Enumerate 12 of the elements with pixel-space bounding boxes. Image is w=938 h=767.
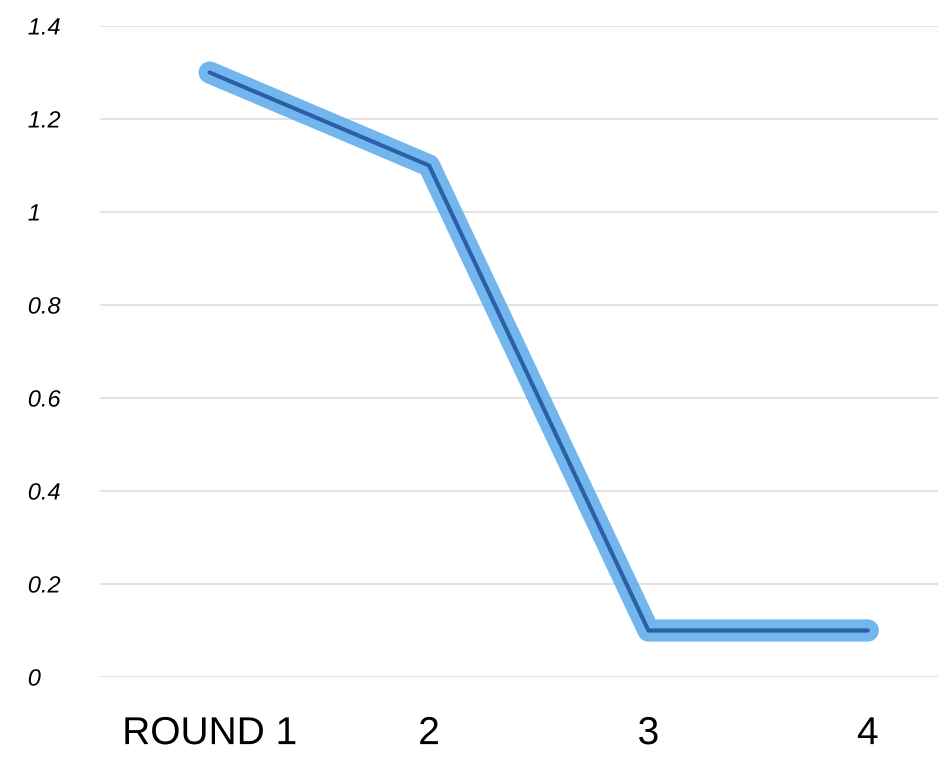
x-tick-label: 2 <box>420 716 438 744</box>
x-tick-label: ROUND 1 <box>125 716 296 744</box>
y-tick-label: 0.6 <box>28 390 61 407</box>
y-tick-label: 0 <box>28 669 41 686</box>
x-tick-label: 3 <box>639 716 658 744</box>
y-tick-label: 1 <box>28 204 39 221</box>
x-tick-label: 4 <box>858 717 878 744</box>
y-tick-label: 0.4 <box>28 483 60 500</box>
y-tick-label: 0.2 <box>28 576 60 593</box>
y-tick-label: 0.8 <box>28 297 60 314</box>
y-tick-label: 1.2 <box>28 111 60 128</box>
y-tick-label: 1.4 <box>28 18 60 35</box>
